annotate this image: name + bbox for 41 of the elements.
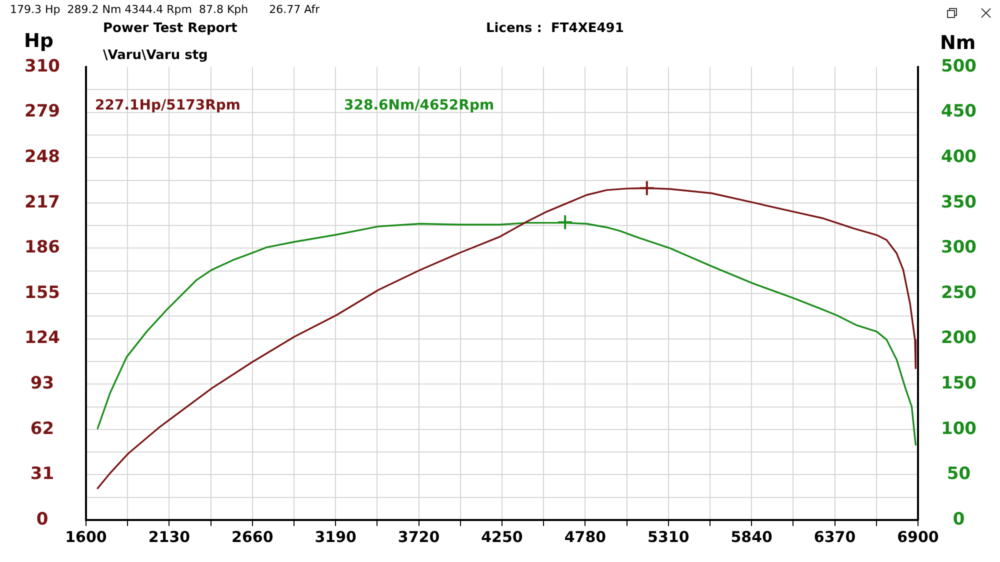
- y2-tick-label: 0: [952, 509, 965, 530]
- y-tick-label: 279: [24, 102, 60, 122]
- y2-tick-label: 200: [940, 328, 977, 348]
- x-tick-label: 6900: [897, 528, 939, 546]
- x-tick-label: 1600: [65, 528, 107, 546]
- x-tick-label: 2130: [148, 528, 190, 546]
- annotation: 328.6Nm/4652Rpm: [344, 98, 494, 114]
- x-tick-label: 5840: [730, 528, 772, 546]
- text: 179.3 Hp 289.2 Nm 4344.4 Rpm 87.8 Kph 26.77 Afr: [10, 3, 320, 16]
- x-tick-label: 4250: [481, 528, 523, 546]
- y-tick-label: 186: [24, 238, 60, 258]
- y-tick-label: 62: [30, 418, 54, 439]
- y2-tick-label: 500: [940, 56, 977, 76]
- y-axis-title: Hp: [24, 30, 54, 52]
- y2-axis-title: Nm: [940, 32, 976, 54]
- y-tick-label: 248: [24, 147, 60, 168]
- y2-tick-label: 50: [946, 464, 971, 484]
- x-tick-label: 4780: [564, 528, 606, 546]
- y2-tick-label: 400: [940, 147, 977, 168]
- y-tick-label: 93: [30, 374, 54, 394]
- y2-tick-label: 250: [940, 282, 977, 303]
- y2-tick-label: 100: [940, 418, 977, 439]
- x-tick-label: 3720: [398, 528, 440, 546]
- y-tick-label: 217: [24, 192, 60, 212]
- x-tick-label: 5310: [648, 528, 690, 546]
- y2-tick-label: 350: [940, 192, 977, 212]
- y2-tick-label: 300: [940, 238, 977, 258]
- chart-subtitle: \Varu\Varu stg: [103, 48, 208, 63]
- y2-tick-label: 150: [940, 374, 977, 394]
- x-tick-label: 2660: [232, 528, 274, 546]
- y2-tick-label: 450: [940, 102, 977, 122]
- chart-title: Power Test Report: [103, 21, 238, 36]
- y-tick-label: 310: [24, 56, 60, 76]
- y-tick-label: 124: [24, 328, 60, 348]
- annotation: 227.1Hp/5173Rpm: [95, 98, 240, 114]
- text: Licens : FT4XE491: [486, 21, 624, 36]
- x-tick-label: 3190: [314, 528, 356, 546]
- x-tick-label: 6370: [814, 528, 856, 546]
- y-tick-label: 155: [24, 282, 60, 303]
- y-tick-label: 0: [36, 509, 48, 530]
- y-tick-label: 31: [30, 464, 54, 484]
